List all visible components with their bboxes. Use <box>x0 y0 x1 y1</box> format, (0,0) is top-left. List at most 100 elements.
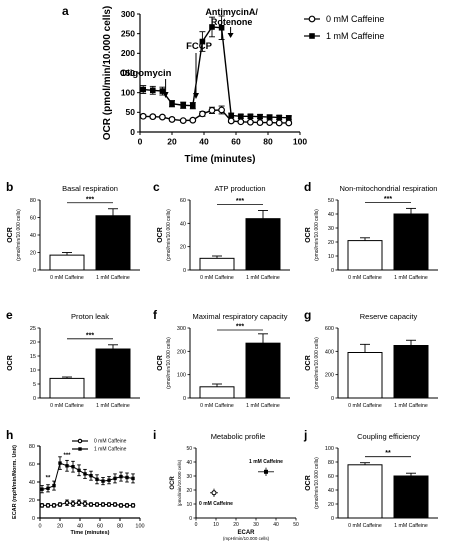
chart-j-y-tick-label: 100 <box>325 446 334 452</box>
chart-g-bar-caffeine <box>393 345 429 399</box>
chart-a-series-line <box>143 26 289 119</box>
chart-h-legend-marker <box>78 447 82 451</box>
chart-a-point-control <box>266 119 274 126</box>
chart-e-bar-control <box>49 377 85 399</box>
chart-c-y-axis-label-units: (pmol/min/10.000 cells) <box>166 209 172 261</box>
panel-letter-i: i <box>153 428 157 442</box>
chart-h-point-control <box>51 503 57 508</box>
chart-h-y-tick-label: 40 <box>29 480 35 486</box>
chart-a-point-control <box>208 106 216 114</box>
chart-j-category-label: 0 mM Caffeine <box>348 523 382 529</box>
chart-i-x-tick-label: 50 <box>293 522 299 528</box>
chart-h-point-caffeine <box>77 468 81 472</box>
chart-a-point-control <box>218 106 226 114</box>
chart-a-point-caffeine <box>169 100 175 107</box>
chart-h-x-axis-label: Time (minutes) <box>70 530 109 536</box>
chart-d-y-tick-label: 10 <box>328 254 334 260</box>
chart-f-category-label: 1 mM Caffeine <box>246 403 280 409</box>
chart-b-y-axis-label-units: (pmol/min/10.000 cells) <box>16 209 22 261</box>
chart-a-legend-marker <box>309 33 315 39</box>
chart-i-point-label: 0 mM Caffeine <box>199 501 233 507</box>
chart-e-y-tick-label: 25 <box>30 326 36 332</box>
chart-h-point-caffeine <box>131 476 135 481</box>
chart-a-y-tick-label: 150 <box>121 68 135 78</box>
chart-c-bar-control <box>199 257 235 271</box>
chart-h-point-control <box>64 500 70 506</box>
chart-a-legend-label: 0 mM Caffeine <box>326 14 384 24</box>
chart-i-x-axis-label: ECAR <box>237 530 255 536</box>
panel-title-f: Maximal respiratory capacity <box>192 312 288 321</box>
chart-a-annotation-antimycin: AntimycinA/ <box>205 7 258 17</box>
chart-a-point-caffeine <box>238 113 244 120</box>
chart-h-legend-label: 1 mM Caffeine <box>94 447 127 453</box>
chart-a-annotation-oligomycin: Oligomycin <box>120 68 172 79</box>
chart-e-significance-label: *** <box>86 332 94 339</box>
chart-d-category-label: 0 mM Caffeine <box>348 275 382 281</box>
chart-h-x-tick-label: 80 <box>117 524 123 530</box>
chart-i-y-tick-label: 10 <box>186 502 192 508</box>
chart-f-bar-caffeine <box>245 342 281 399</box>
chart-b-bar-caffeine <box>95 215 131 271</box>
chart-j-category-label: 1 mM Caffeine <box>394 523 428 529</box>
chart-i-point-control <box>211 490 217 496</box>
panel-letter-d: d <box>304 180 312 194</box>
chart-a-point-control <box>189 116 197 124</box>
chart-a-x-axis-label: Time (minutes) <box>185 154 256 165</box>
chart-f-bar-control <box>199 386 235 399</box>
chart-h-point-caffeine <box>65 464 69 468</box>
chart-h-point-caffeine <box>71 465 75 469</box>
chart-a-y-axis-label: OCR (pmol/min/10.000 cells) <box>102 6 113 141</box>
chart-a-point-caffeine <box>266 114 273 120</box>
panel-title-d: Non-mitochondrial respiration <box>339 184 438 193</box>
chart-h-significance-label: *** <box>63 453 71 459</box>
chart-h-point-control <box>94 502 100 507</box>
chart-i-point-label: 1 mM Caffeine <box>249 459 283 465</box>
chart-c-category-label: 0 mM Caffeine <box>200 275 234 281</box>
chart-a-point-control <box>227 117 235 125</box>
chart-a-arrowhead-oligomycin <box>162 92 169 98</box>
chart-d-category-label: 1 mM Caffeine <box>394 275 428 281</box>
chart-a-x-tick-label: 0 <box>138 137 143 147</box>
chart-h-series-line <box>41 462 134 490</box>
chart-d-y-axis-label-units: (pmol/min/10.000 cells) <box>314 209 320 261</box>
chart-f-significance-label: *** <box>236 324 244 331</box>
chart-a-point-control <box>275 119 283 127</box>
chart-e-y-tick-label: 5 <box>33 382 36 388</box>
chart-d-significance-label: *** <box>384 196 392 203</box>
panel-letter-g: g <box>304 308 312 322</box>
chart-b-significance-label: *** <box>86 196 94 203</box>
chart-a-point-control <box>168 116 176 123</box>
chart-h-point-control <box>112 502 118 507</box>
chart-i-x-tick-label: 30 <box>253 522 259 528</box>
chart-h-legend-label: 0 mM Caffeine <box>94 439 127 445</box>
chart-a-y-tick-label: 300 <box>121 9 135 19</box>
chart-f-category-label: 0 mM Caffeine <box>200 403 234 409</box>
chart-c-y-tick-label: 60 <box>180 198 186 204</box>
chart-b-category-label: 0 mM Caffeine <box>50 275 84 281</box>
chart-h-point-caffeine <box>107 478 111 482</box>
chart-a-point-caffeine <box>180 102 186 109</box>
chart-j-bar-control <box>347 464 383 519</box>
chart-f-y-tick-label: 100 <box>177 373 186 379</box>
chart-a-point-caffeine <box>257 113 263 120</box>
chart-j-y-tick-label: 60 <box>328 474 334 480</box>
panel-title-g: Reserve capacity <box>359 312 418 321</box>
chart-i-y-tick-label: 0 <box>189 516 192 522</box>
panel-letter-e: e <box>6 308 13 322</box>
chart-h-x-tick-label: 100 <box>135 524 144 530</box>
chart-j-y-tick-label: 40 <box>328 488 334 494</box>
chart-a-point-caffeine <box>190 102 196 109</box>
chart-a-point-caffeine <box>276 114 282 121</box>
chart-a-x-tick-label: 20 <box>167 137 177 147</box>
chart-h-point-caffeine <box>101 479 105 483</box>
chart-j-y-tick-label: 0 <box>331 516 334 522</box>
chart-g-category-label: 0 mM Caffeine <box>348 403 382 409</box>
chart-g-y-tick-label: 0 <box>331 396 334 402</box>
chart-a-arrowhead-fccp <box>193 93 199 99</box>
chart-e-y-tick-label: 10 <box>30 368 36 374</box>
chart-h-point-control <box>106 502 112 507</box>
chart-e-y-tick-label: 20 <box>30 340 36 346</box>
chart-a-point-caffeine <box>140 86 146 93</box>
chart-h-y-tick-label: 0 <box>32 516 35 522</box>
